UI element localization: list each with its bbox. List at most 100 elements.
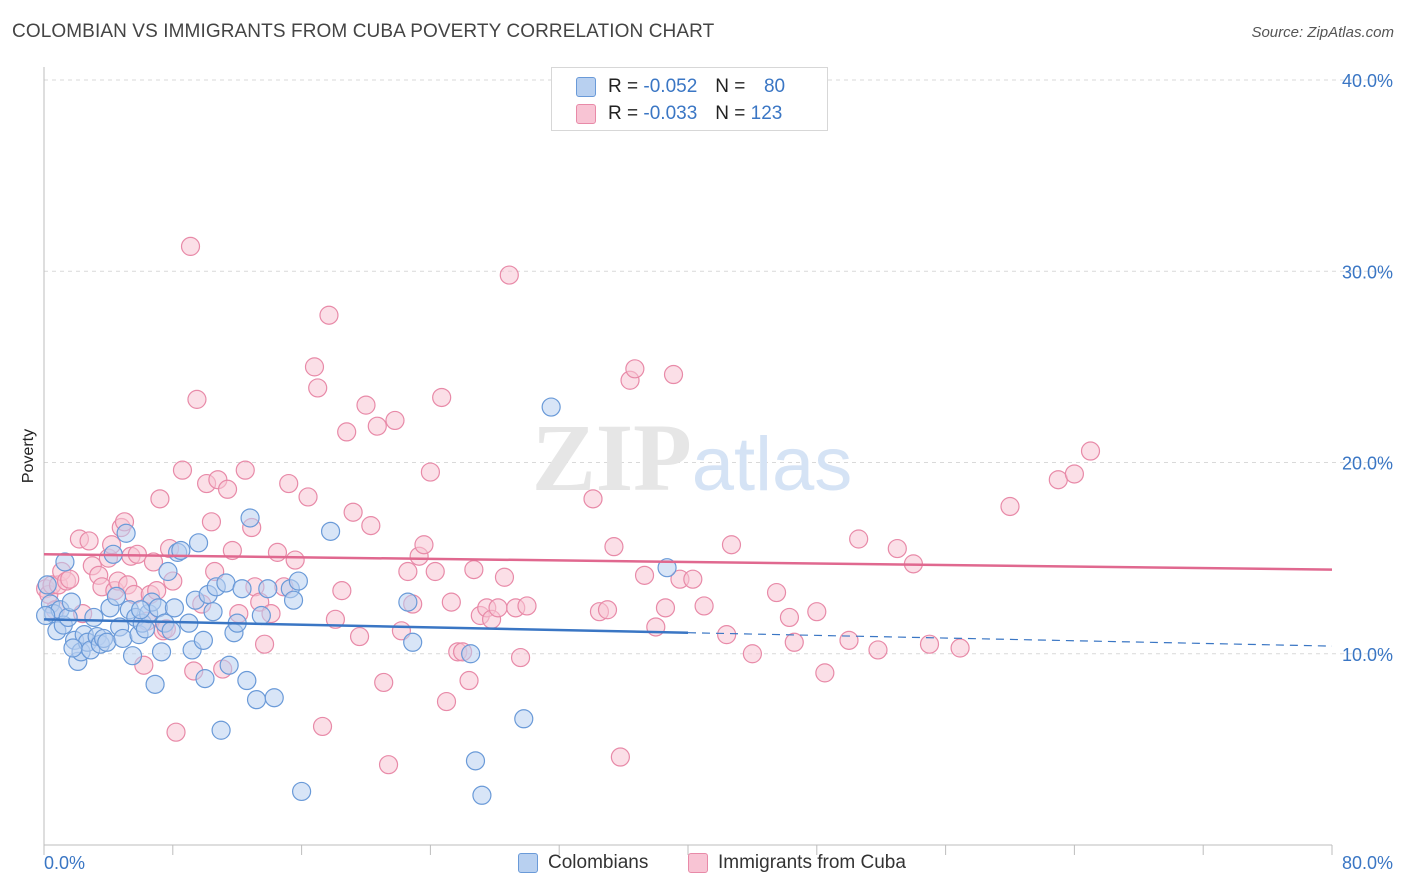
r-value: -0.033	[643, 103, 698, 124]
point-cuba	[839, 630, 859, 650]
point-colombians	[211, 720, 231, 740]
point-colombians	[292, 781, 312, 802]
point-colombians	[61, 592, 81, 612]
point-cuba	[432, 387, 452, 408]
point-cuba	[683, 569, 703, 589]
point-colombians	[398, 592, 418, 612]
y-tick-label: 20.0%	[1342, 454, 1393, 474]
point-cuba	[325, 609, 346, 629]
point-colombians	[97, 632, 117, 652]
point-cuba	[361, 516, 381, 536]
point-cuba	[267, 542, 288, 562]
source-label: Source: ZipAtlas.com	[1251, 24, 1394, 41]
point-colombians	[193, 630, 213, 650]
point-cuba	[356, 395, 376, 415]
point-cuba	[499, 265, 519, 285]
point-cuba	[784, 632, 804, 652]
point-cuba	[217, 479, 238, 499]
point-cuba	[494, 567, 515, 587]
point-colombians	[258, 579, 278, 599]
trend-line-colombians	[43, 618, 689, 634]
y-tick-labels: 10.0% 20.0% 30.0% 40.0%	[1342, 71, 1393, 665]
point-colombians	[188, 533, 209, 553]
trend-lines	[43, 553, 1333, 647]
point-colombians	[131, 600, 151, 620]
trend-line-cuba	[43, 553, 1333, 571]
point-cuba	[180, 236, 201, 256]
trend-line-colombians-extrapolated	[687, 632, 1333, 647]
point-cuba	[172, 460, 193, 480]
n-label: N =	[715, 103, 746, 124]
y-tick-label: 30.0%	[1342, 262, 1393, 282]
point-colombians	[216, 573, 236, 593]
point-colombians	[113, 628, 133, 649]
point-cuba	[604, 537, 624, 557]
point-colombians	[403, 632, 423, 652]
point-cuba	[634, 565, 655, 585]
point-cuba	[312, 716, 333, 737]
point-cuba	[849, 529, 869, 549]
point-cuba	[655, 598, 676, 618]
point-colombians	[657, 558, 677, 578]
point-cuba	[887, 538, 907, 559]
point-cuba	[254, 634, 275, 654]
y-tick-label: 10.0%	[1342, 645, 1393, 665]
point-cuba	[779, 607, 800, 628]
series-colombians	[36, 397, 677, 805]
point-cuba	[721, 535, 742, 555]
legend-swatch-blue	[518, 853, 538, 873]
point-cuba	[742, 644, 763, 664]
point-colombians	[320, 521, 341, 541]
r-value: -0.052	[643, 76, 698, 97]
point-colombians	[55, 552, 75, 572]
x-tick-min: 0.0%	[44, 853, 85, 873]
point-colombians	[116, 523, 136, 543]
r-label: R =	[608, 103, 639, 124]
point-cuba	[378, 755, 399, 775]
n-value: 80	[763, 76, 786, 97]
point-cuba	[319, 305, 339, 325]
point-colombians	[161, 621, 181, 641]
legend-label: Colombians	[548, 852, 649, 873]
point-colombians	[237, 670, 257, 691]
point-cuba	[60, 569, 80, 589]
point-cuba	[919, 634, 940, 654]
n-label: N =	[715, 76, 746, 97]
point-cuba	[950, 638, 970, 658]
legend-row-cuba: R = -0.033 N = 123	[576, 102, 782, 126]
point-colombians	[472, 785, 492, 805]
point-cuba	[694, 596, 714, 616]
point-cuba	[420, 462, 440, 482]
point-cuba	[1048, 470, 1068, 490]
legend-item-colombians: Colombians	[518, 852, 648, 874]
point-cuba	[279, 473, 299, 494]
point-cuba	[349, 626, 370, 647]
point-cuba	[1080, 441, 1101, 461]
point-cuba	[663, 364, 684, 385]
point-cuba	[868, 640, 888, 660]
point-cuba	[1064, 464, 1085, 484]
x-tick-max: 80.0%	[1342, 853, 1393, 873]
point-colombians	[465, 751, 486, 771]
point-cuba	[150, 489, 170, 509]
point-colombians	[283, 590, 304, 610]
point-cuba	[343, 502, 363, 522]
r-label: R =	[608, 76, 639, 97]
point-colombians	[514, 709, 534, 729]
point-cuba	[766, 582, 787, 603]
point-cuba	[815, 663, 835, 683]
point-colombians	[251, 605, 271, 626]
point-cuba	[610, 747, 630, 767]
legend-item-cuba: Immigrants from Cuba	[688, 852, 906, 874]
legend-swatch-blue	[576, 77, 596, 97]
point-cuba	[717, 625, 737, 645]
watermark: ZIPatlas	[532, 404, 853, 511]
point-cuba	[201, 512, 222, 532]
point-cuba	[398, 561, 418, 582]
point-cuba	[510, 647, 531, 668]
point-colombians	[106, 586, 127, 606]
point-colombians	[240, 508, 260, 528]
point-cuba	[367, 416, 387, 436]
point-cuba	[517, 596, 537, 616]
